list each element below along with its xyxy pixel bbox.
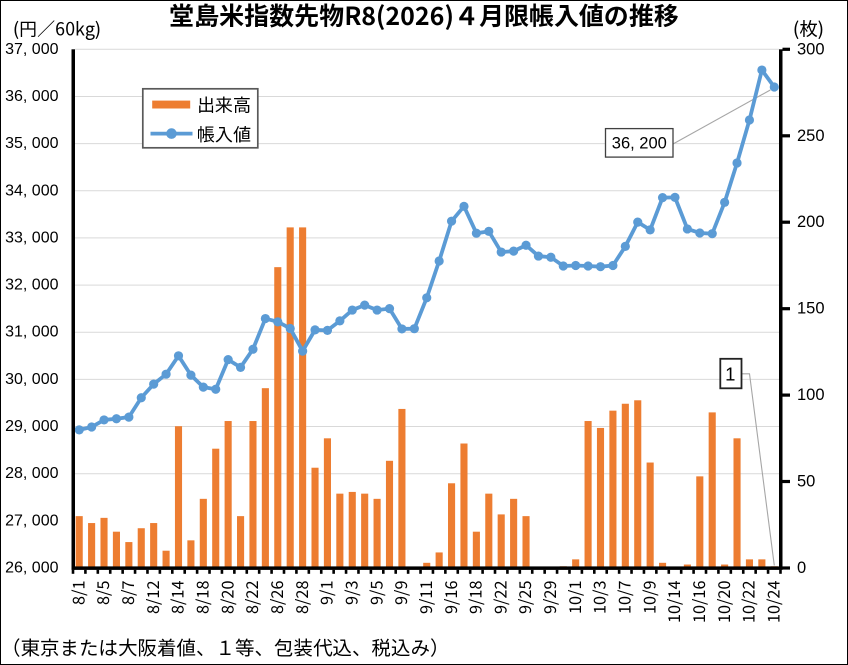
svg-text:9/9: 9/9 (388, 581, 412, 605)
svg-text:9/5: 9/5 (363, 581, 387, 605)
svg-text:35, 000: 35, 000 (5, 135, 58, 152)
svg-text:(円／60kg): (円／60kg) (13, 15, 101, 41)
svg-text:出来高: 出来高 (197, 91, 251, 117)
svg-text:200: 200 (797, 213, 825, 231)
svg-text:26, 000: 26, 000 (5, 560, 58, 577)
svg-text:8/12: 8/12 (140, 581, 164, 615)
svg-text:10/16: 10/16 (686, 581, 710, 624)
svg-text:10/20: 10/20 (711, 581, 735, 624)
svg-text:1: 1 (725, 364, 735, 385)
svg-text:9/18: 9/18 (463, 581, 487, 615)
svg-text:36, 000: 36, 000 (5, 88, 58, 105)
svg-text:0: 0 (797, 559, 806, 577)
svg-text:37, 000: 37, 000 (5, 41, 58, 58)
svg-text:300: 300 (797, 40, 825, 58)
svg-text:250: 250 (797, 127, 825, 145)
svg-text:8/22: 8/22 (239, 581, 263, 615)
svg-text:(枚): (枚) (793, 16, 824, 42)
svg-text:8/1: 8/1 (65, 581, 89, 605)
svg-text:27, 000: 27, 000 (5, 512, 58, 529)
svg-text:9/11: 9/11 (413, 581, 437, 615)
svg-text:32, 000: 32, 000 (5, 277, 58, 294)
svg-text:30, 000: 30, 000 (5, 371, 58, 388)
svg-text:10/9: 10/9 (636, 581, 660, 615)
svg-text:29, 000: 29, 000 (5, 418, 58, 435)
svg-text:33, 000: 33, 000 (5, 229, 58, 246)
svg-text:50: 50 (797, 473, 815, 491)
svg-text:100: 100 (797, 386, 825, 404)
svg-text:帳入値: 帳入値 (197, 121, 251, 147)
svg-text:堂島米指数先物R8(2026)４月限帳入値の推移: 堂島米指数先物R8(2026)４月限帳入値の推移 (169, 0, 679, 33)
svg-text:10/14: 10/14 (661, 581, 685, 624)
svg-text:9/3: 9/3 (338, 581, 362, 605)
svg-text:8/20: 8/20 (214, 581, 238, 615)
svg-text:31, 000: 31, 000 (5, 324, 58, 341)
svg-text:36, 200: 36, 200 (612, 135, 667, 153)
svg-text:9/22: 9/22 (487, 581, 511, 615)
svg-text:10/24: 10/24 (760, 581, 784, 624)
svg-text:10/22: 10/22 (736, 581, 760, 624)
svg-text:10/1: 10/1 (562, 581, 586, 615)
svg-text:10/7: 10/7 (612, 581, 636, 615)
svg-text:8/28: 8/28 (289, 581, 313, 615)
svg-text:9/25: 9/25 (512, 581, 536, 615)
svg-text:8/14: 8/14 (165, 581, 189, 615)
svg-text:9/1: 9/1 (314, 581, 338, 605)
svg-text:8/7: 8/7 (115, 581, 139, 605)
svg-text:34, 000: 34, 000 (5, 182, 58, 199)
svg-text:150: 150 (797, 300, 825, 318)
svg-text:8/18: 8/18 (190, 581, 214, 615)
svg-text:8/26: 8/26 (264, 581, 288, 615)
svg-text:10/3: 10/3 (587, 581, 611, 615)
svg-text:28, 000: 28, 000 (5, 465, 58, 482)
svg-text:9/16: 9/16 (438, 581, 462, 615)
svg-text:8/5: 8/5 (90, 581, 114, 605)
svg-text:9/29: 9/29 (537, 581, 561, 615)
svg-text:（東京または大阪着値、１等、包装代込、税込み）: （東京または大阪着値、１等、包装代込、税込み） (1, 632, 450, 661)
